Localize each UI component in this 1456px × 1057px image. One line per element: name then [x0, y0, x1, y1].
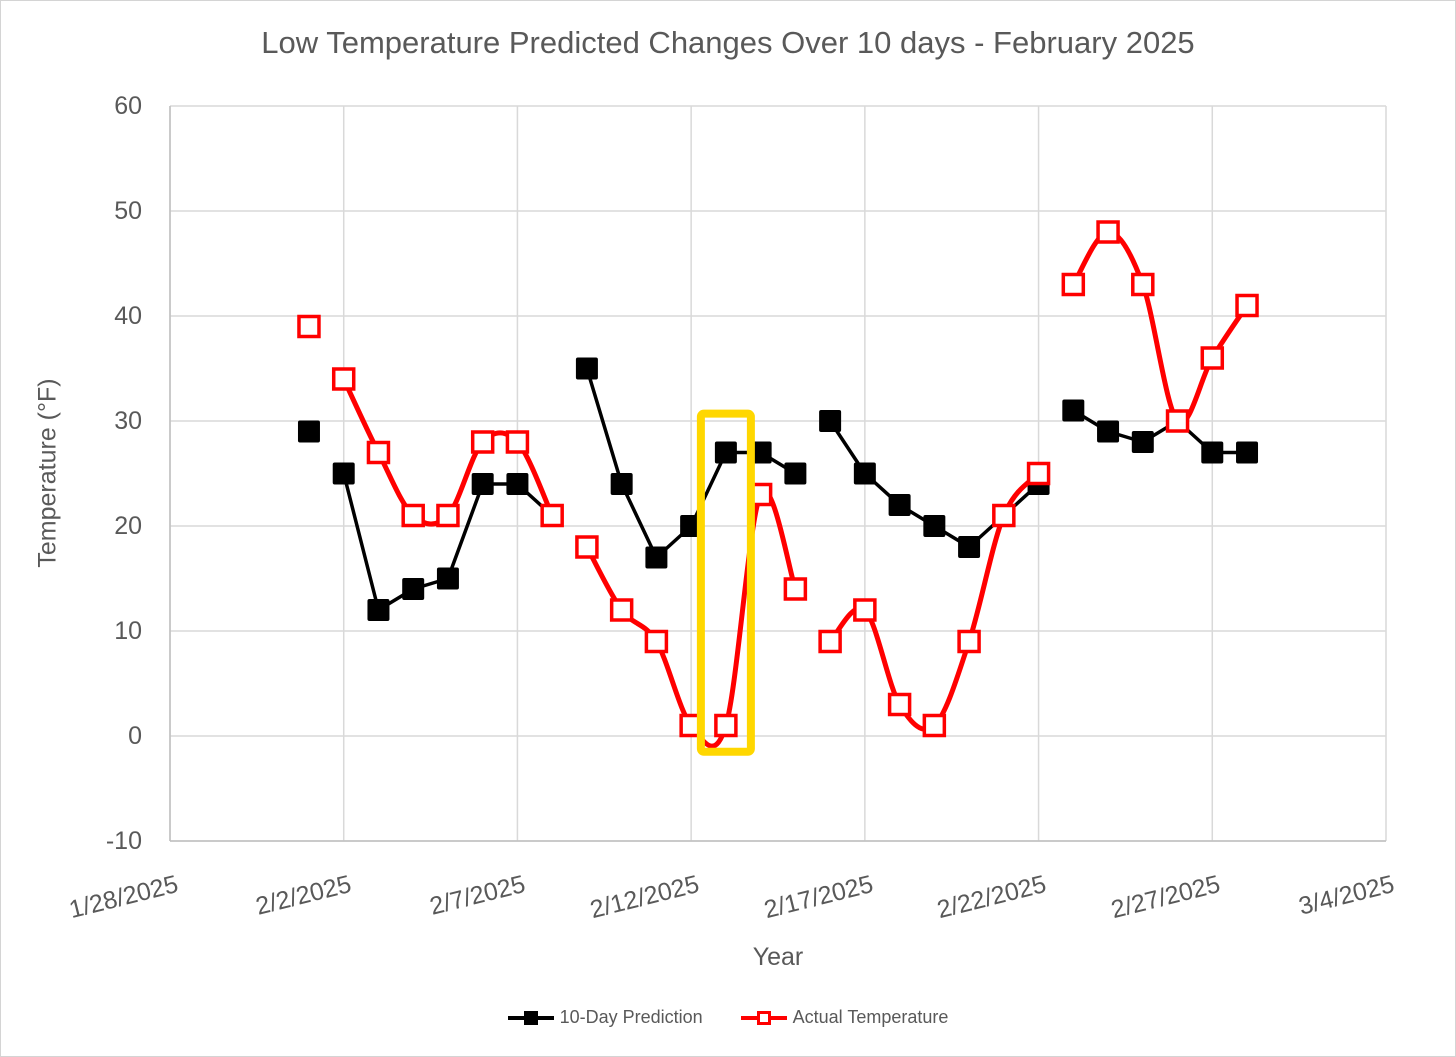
y-tick-label: 40 — [114, 302, 142, 330]
y-tick-label: 0 — [128, 722, 142, 750]
x-axis-title: Year — [752, 943, 804, 971]
y-tick-label: -10 — [105, 827, 142, 855]
highlight-box — [696, 409, 755, 756]
y-tick-label: 50 — [114, 197, 142, 225]
legend-label-prediction: 10-Day Prediction — [559, 1007, 703, 1027]
y-tick-label: 20 — [114, 512, 142, 540]
prediction-legend-marker-icon — [507, 1009, 554, 1027]
legend-item-actual: Actual Temperature — [740, 1007, 949, 1028]
actual-legend-marker-icon — [740, 1009, 787, 1027]
legend-label-actual: Actual Temperature — [792, 1007, 949, 1027]
legend-item-prediction: 10-Day Prediction — [507, 1007, 703, 1028]
y-axis-title: Temperature (°F) — [33, 378, 62, 568]
y-tick-label: 30 — [114, 407, 142, 435]
chart-title: Low Temperature Predicted Changes Over 1… — [261, 25, 1195, 60]
y-tick-label: 10 — [114, 617, 142, 645]
y-tick-label: 60 — [114, 92, 142, 120]
legend: 10-Day Prediction Actual Temperature — [1, 1007, 1455, 1028]
